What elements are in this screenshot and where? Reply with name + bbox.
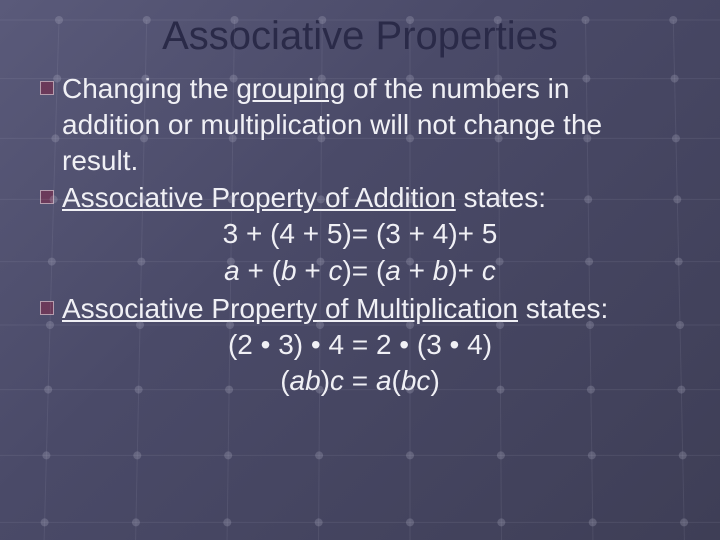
bullet-icon (40, 301, 54, 315)
def-underlined: grouping (236, 73, 345, 104)
def-cont-1: addition or multiplication will not chan… (40, 107, 680, 143)
bullet-item-multiplication: Associative Property of Multiplication s… (40, 291, 680, 327)
multiplication-heading: Associative Property of Multiplication (62, 293, 518, 324)
addition-example-numeric: 3 + (4 + 5)= (3 + 4)+ 5 (40, 216, 680, 252)
slide-body: Changing the grouping of the numbers in … (0, 71, 720, 400)
bullet-item-definition: Changing the grouping of the numbers in (40, 71, 680, 107)
multiplication-heading-suffix: states: (518, 293, 608, 324)
multiplication-example-algebraic: (ab)c = a(bc) (40, 363, 680, 399)
bullet-icon (40, 81, 54, 95)
multiplication-example-numeric: (2 • 3) • 4 = 2 • (3 • 4) (40, 327, 680, 363)
bullet-icon (40, 190, 54, 204)
slide-title: Associative Properties (0, 0, 720, 69)
addition-example-algebraic: a + (b + c)= (a + b)+ c (40, 253, 680, 289)
def-text-1: Changing the (62, 73, 236, 104)
bullet-item-addition: Associative Property of Addition states: (40, 180, 680, 216)
def-text-2: of the numbers in (345, 73, 569, 104)
addition-heading: Associative Property of Addition (62, 182, 456, 213)
addition-heading-suffix: states: (456, 182, 546, 213)
def-cont-2: result. (40, 143, 680, 179)
